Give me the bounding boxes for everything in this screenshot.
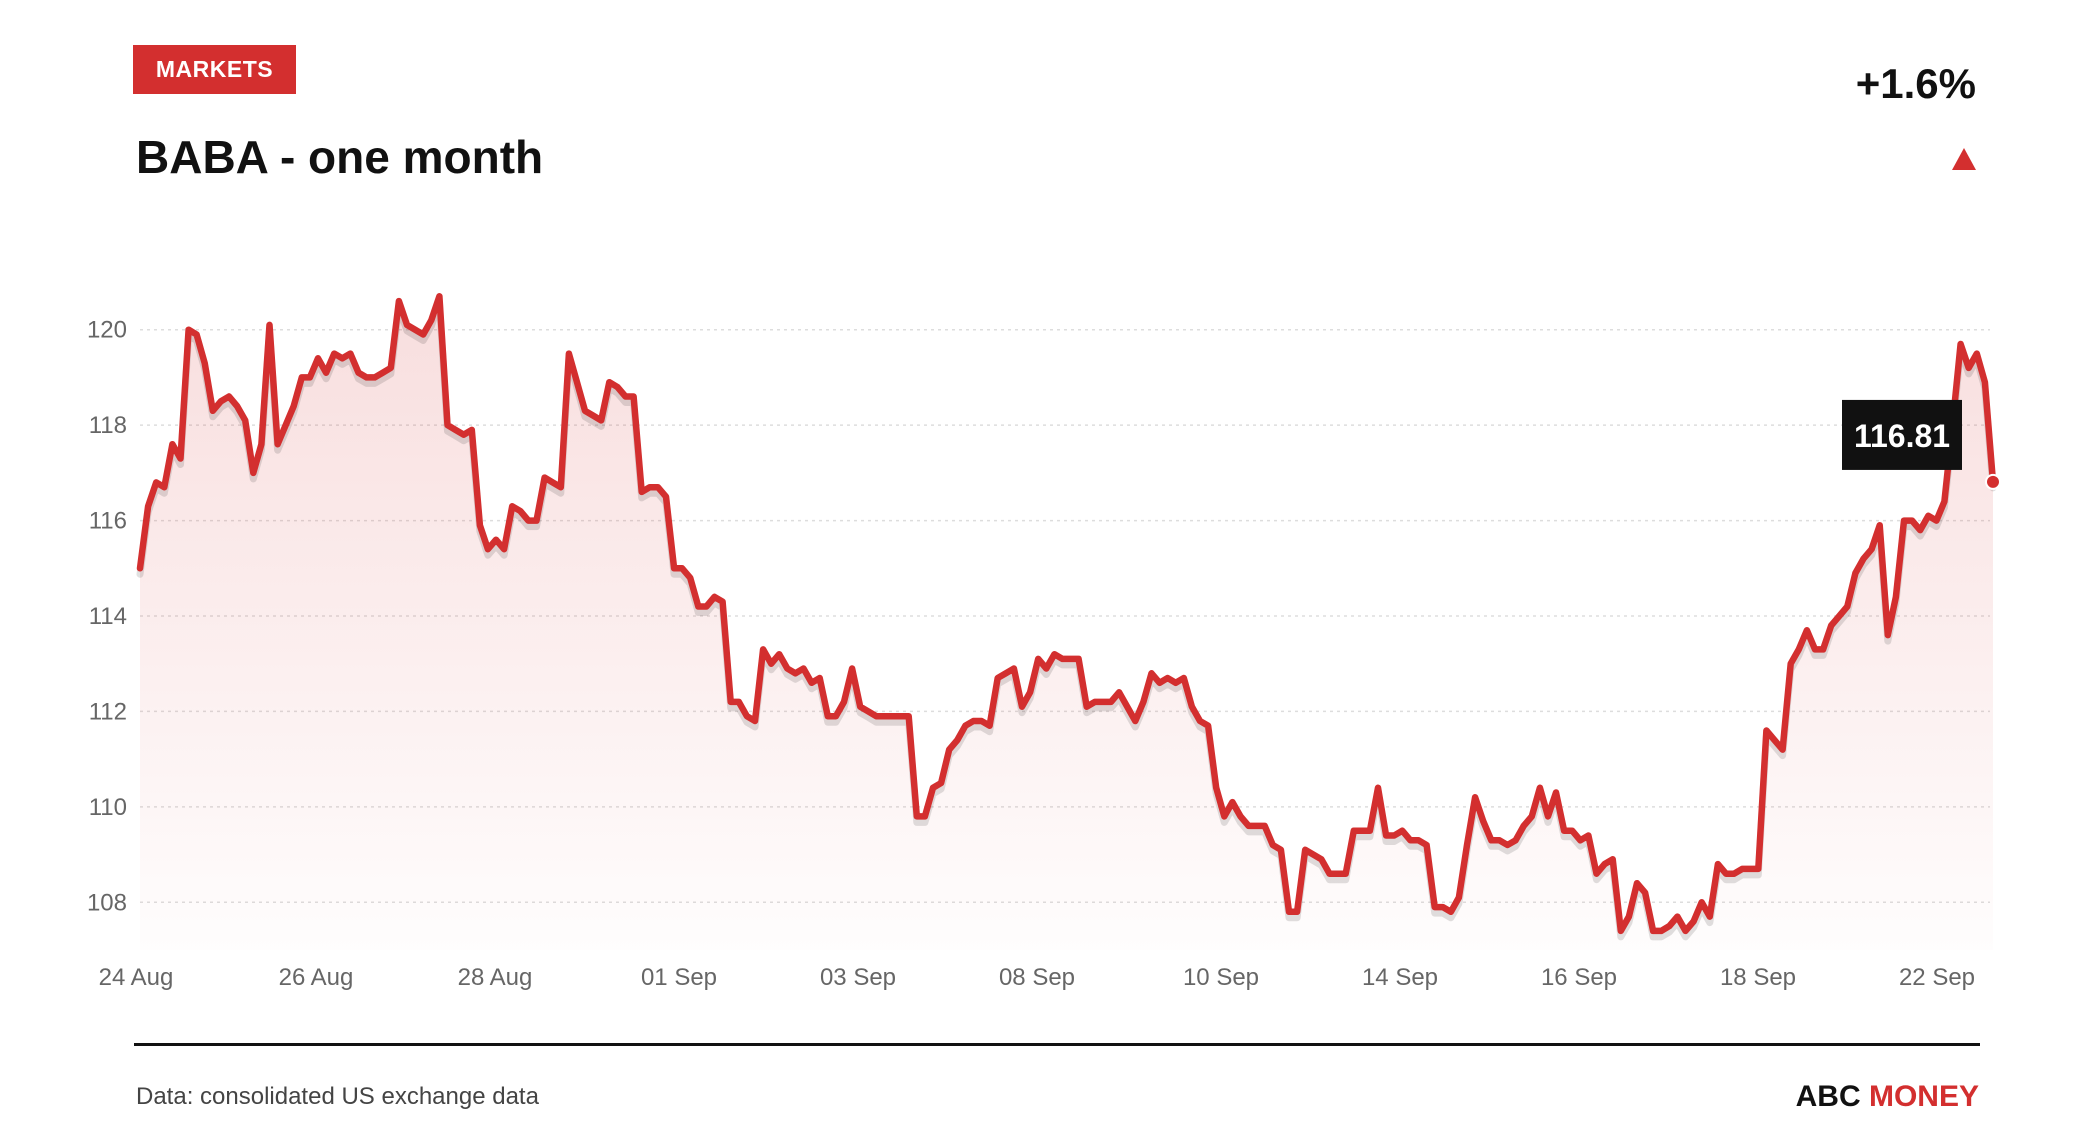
y-tick-label: 114	[89, 603, 127, 630]
x-tick-label: 01 Sep	[641, 964, 717, 991]
markets-badge: MARKETS	[133, 45, 296, 94]
y-tick-label: 116	[89, 508, 127, 535]
x-tick-label: 28 Aug	[458, 964, 533, 991]
y-axis-labels: 108 110 112 114 116 118 120	[87, 317, 127, 917]
y-tick-label: 108	[87, 889, 127, 916]
footer-divider	[134, 1043, 1980, 1046]
x-tick-label: 16 Sep	[1541, 964, 1617, 991]
x-tick-label: 26 Aug	[279, 964, 354, 991]
x-axis-labels: 24 Aug 26 Aug 28 Aug 01 Sep 03 Sep 08 Sep 10 S…	[99, 964, 1975, 991]
price-line-shadow	[136, 298, 1997, 941]
x-tick-label: 03 Sep	[820, 964, 896, 991]
up-triangle-icon	[1952, 148, 1976, 170]
price-chart: 108 110 112 114 116 118 120 24 Aug 26 Aug 28 Aug…	[87, 293, 2001, 991]
price-line	[136, 293, 1997, 935]
x-tick-label: 08 Sep	[999, 964, 1075, 991]
percent-change: +1.6%	[1855, 60, 1976, 107]
x-tick-label: 22 Sep	[1899, 964, 1975, 991]
brand-logo: ABC MONEY	[1796, 1080, 1979, 1114]
last-price-label: 116.81	[1854, 418, 1950, 454]
last-price-marker	[1985, 473, 2001, 490]
x-tick-label: 18 Sep	[1720, 964, 1796, 991]
x-tick-label: 24 Aug	[99, 964, 174, 991]
x-tick-label: 14 Sep	[1362, 964, 1438, 991]
last-price-tooltip	[1842, 399, 1962, 470]
y-tick-label: 110	[89, 794, 127, 821]
chart-title: BABA - one month	[136, 131, 544, 183]
brand-main: ABC	[1795, 1080, 1861, 1113]
y-tick-label: 112	[89, 698, 127, 725]
y-tick-label: 118	[89, 412, 127, 439]
price-area	[140, 296, 1993, 950]
x-tick-label: 10 Sep	[1183, 964, 1259, 991]
data-source: Data: consolidated US exchange data	[136, 1083, 539, 1110]
brand-accent: MONEY	[1868, 1080, 1979, 1113]
y-tick-label: 120	[87, 317, 127, 344]
